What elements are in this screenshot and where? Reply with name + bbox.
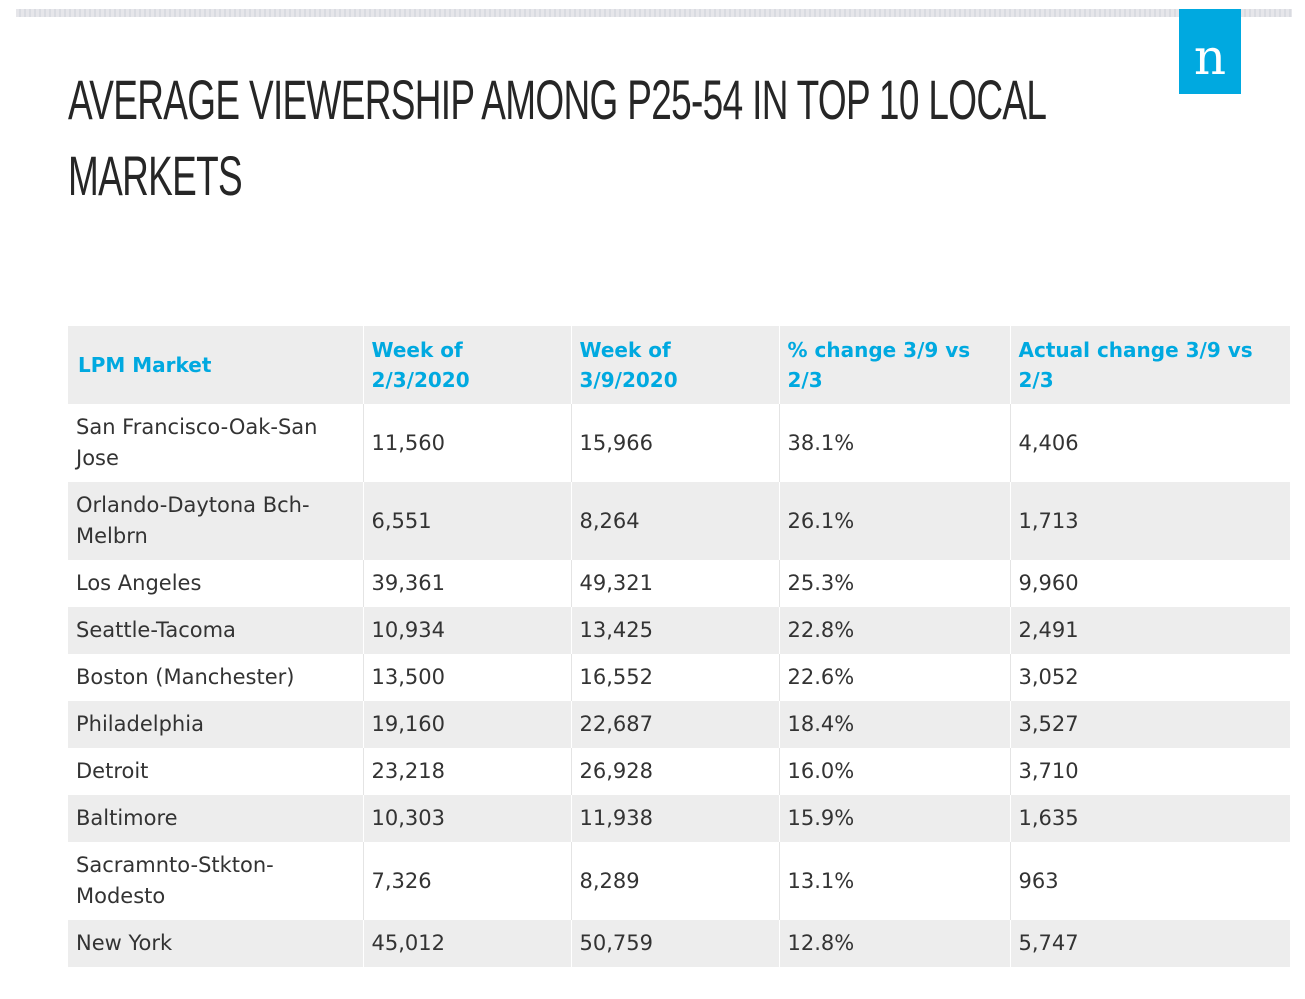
cell-actual-change: 963	[1009, 842, 1290, 920]
table-row: Detroit 23,218 26,928 16.0% 3,710	[68, 748, 1290, 795]
cell-week-3-9: 8,264	[570, 482, 779, 560]
cell-pct-change: 22.6%	[778, 654, 1010, 701]
cell-week-2-3: 7,326	[362, 842, 571, 920]
cell-week-2-3: 6,551	[362, 482, 571, 560]
cell-market: New York	[68, 920, 363, 967]
cell-week-2-3: 13,500	[362, 654, 571, 701]
cell-week-3-9: 16,552	[570, 654, 779, 701]
table-row: Los Angeles 39,361 49,321 25.3% 9,960	[68, 560, 1290, 607]
table-row: Orlando-Daytona Bch-Melbrn 6,551 8,264 2…	[68, 482, 1290, 560]
table-header-row: LPM Market Week of 2/3/2020 Week of 3/9/…	[68, 326, 1290, 404]
cell-actual-change: 9,960	[1009, 560, 1290, 607]
logo-letter: n	[1193, 28, 1227, 86]
cell-market: Sacramnto-Stkton-Modesto	[68, 842, 363, 920]
cell-market: Philadelphia	[68, 701, 363, 748]
cell-week-3-9: 22,687	[570, 701, 779, 748]
cell-actual-change: 3,052	[1009, 654, 1290, 701]
cell-pct-change: 25.3%	[778, 560, 1010, 607]
cell-actual-change: 4,406	[1009, 404, 1290, 482]
cell-pct-change: 16.0%	[778, 748, 1010, 795]
cell-week-3-9: 49,321	[570, 560, 779, 607]
cell-market: Seattle-Tacoma	[68, 607, 363, 654]
table-row: Boston (Manchester) 13,500 16,552 22.6% …	[68, 654, 1290, 701]
cell-week-3-9: 11,938	[570, 795, 779, 842]
cell-market: Detroit	[68, 748, 363, 795]
top-divider	[16, 9, 1292, 17]
table-row: New York 45,012 50,759 12.8% 5,747	[68, 920, 1290, 967]
cell-week-2-3: 11,560	[362, 404, 571, 482]
cell-week-3-9: 8,289	[570, 842, 779, 920]
cell-market: Los Angeles	[68, 560, 363, 607]
cell-pct-change: 26.1%	[778, 482, 1010, 560]
table-row: Baltimore 10,303 11,938 15.9% 1,635	[68, 795, 1290, 842]
table-row: Philadelphia 19,160 22,687 18.4% 3,527	[68, 701, 1290, 748]
header-lpm-market: LPM Market	[68, 326, 363, 404]
cell-market: Boston (Manchester)	[68, 654, 363, 701]
cell-week-3-9: 26,928	[570, 748, 779, 795]
table-row: San Francisco-Oak-San Jose 11,560 15,966…	[68, 404, 1290, 482]
header-week-3-9: Week of 3/9/2020	[570, 326, 779, 404]
viewership-table: LPM Market Week of 2/3/2020 Week of 3/9/…	[68, 326, 1290, 967]
cell-week-2-3: 23,218	[362, 748, 571, 795]
header-actual-change: Actual change 3/9 vs 2/3	[1009, 326, 1290, 404]
table-row: Sacramnto-Stkton-Modesto 7,326 8,289 13.…	[68, 842, 1290, 920]
cell-pct-change: 15.9%	[778, 795, 1010, 842]
cell-actual-change: 1,713	[1009, 482, 1290, 560]
cell-actual-change: 2,491	[1009, 607, 1290, 654]
cell-pct-change: 22.8%	[778, 607, 1010, 654]
cell-actual-change: 5,747	[1009, 920, 1290, 967]
table-row: Seattle-Tacoma 10,934 13,425 22.8% 2,491	[68, 607, 1290, 654]
cell-week-2-3: 39,361	[362, 560, 571, 607]
cell-week-2-3: 10,303	[362, 795, 571, 842]
cell-pct-change: 12.8%	[778, 920, 1010, 967]
cell-pct-change: 38.1%	[778, 404, 1010, 482]
cell-market: Orlando-Daytona Bch-Melbrn	[68, 482, 363, 560]
cell-actual-change: 3,710	[1009, 748, 1290, 795]
cell-actual-change: 1,635	[1009, 795, 1290, 842]
cell-week-2-3: 19,160	[362, 701, 571, 748]
cell-week-3-9: 13,425	[570, 607, 779, 654]
cell-week-2-3: 45,012	[362, 920, 571, 967]
cell-week-3-9: 15,966	[570, 404, 779, 482]
header-week-2-3: Week of 2/3/2020	[362, 326, 571, 404]
brand-logo: n	[1179, 9, 1241, 94]
cell-market: San Francisco-Oak-San Jose	[68, 404, 363, 482]
cell-pct-change: 13.1%	[778, 842, 1010, 920]
cell-pct-change: 18.4%	[778, 701, 1010, 748]
cell-week-2-3: 10,934	[362, 607, 571, 654]
cell-market: Baltimore	[68, 795, 363, 842]
cell-week-3-9: 50,759	[570, 920, 779, 967]
cell-actual-change: 3,527	[1009, 701, 1290, 748]
header-pct-change: % change 3/9 vs 2/3	[778, 326, 1010, 404]
page-title: Average Viewership among P25-54 in Top 1…	[68, 68, 1046, 207]
